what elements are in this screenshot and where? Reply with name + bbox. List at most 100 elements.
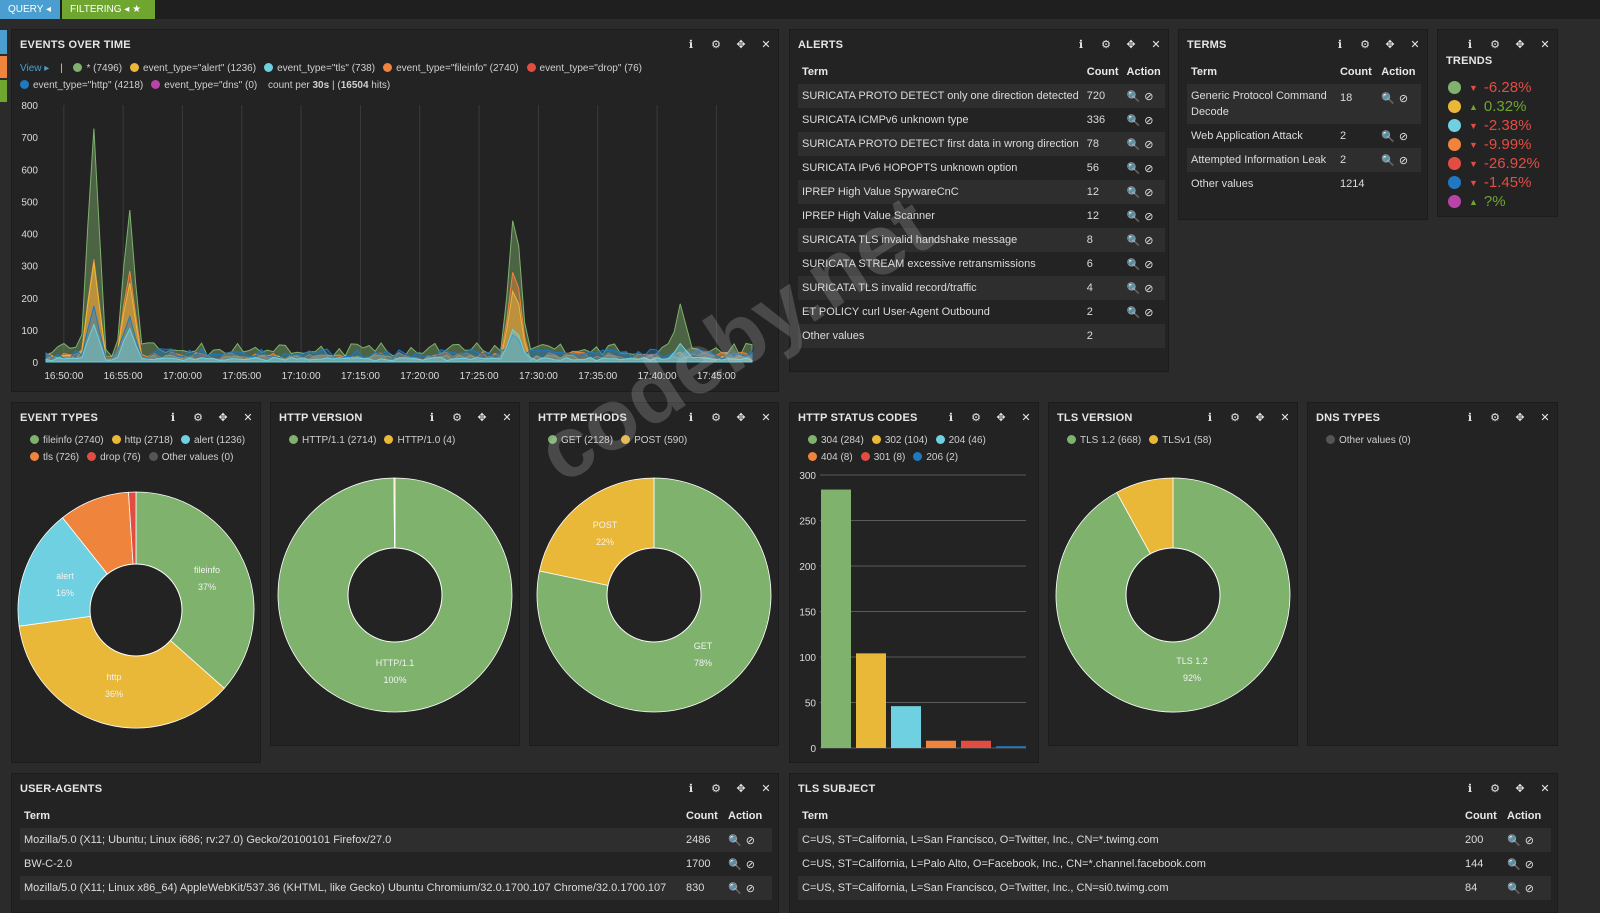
col-count[interactable]: Count — [686, 810, 718, 822]
gear-icon[interactable]: ⚙ — [1360, 39, 1370, 51]
search-icon[interactable]: 🔍 — [1381, 154, 1399, 167]
close-icon[interactable]: ✕ — [1540, 412, 1550, 424]
legend-item[interactable]: Other values (0) — [1326, 432, 1411, 449]
legend-item[interactable]: 404 (8) — [808, 449, 853, 466]
table-row[interactable]: Generic Protocol Command Decode 18 🔍⊘ — [1187, 84, 1421, 124]
legend-item[interactable]: TLS 1.2 (668) — [1067, 432, 1141, 449]
info-icon[interactable]: ℹ — [948, 412, 954, 424]
star-icon[interactable]: ★ — [132, 4, 142, 15]
gear-icon[interactable]: ⚙ — [452, 412, 462, 424]
search-icon[interactable]: 🔍 — [1126, 306, 1145, 319]
search-icon[interactable]: 🔍 — [1126, 114, 1145, 127]
table-row[interactable]: C=US, ST=California, L=San Francisco, O=… — [798, 876, 1551, 900]
legend-item[interactable]: http (2718) — [111, 432, 173, 449]
exclude-icon[interactable]: ⊘ — [1144, 258, 1158, 271]
bar[interactable] — [926, 740, 956, 748]
search-icon[interactable]: 🔍 — [1126, 210, 1145, 223]
close-icon[interactable]: ✕ — [1021, 412, 1031, 424]
close-icon[interactable]: ✕ — [1540, 783, 1550, 795]
legend-item[interactable]: TLSv1 (58) — [1149, 432, 1212, 449]
legend-item[interactable]: 304 (284) — [808, 432, 864, 449]
table-row[interactable]: SURICATA IPv6 HOPOPTS unknown option 56 🔍⊘ — [798, 156, 1165, 180]
info-icon[interactable]: ℹ — [688, 783, 694, 795]
table-row[interactable]: SURICATA ICMPv6 unknown type 336 🔍⊘ — [798, 108, 1165, 132]
gear-icon[interactable]: ⚙ — [193, 412, 203, 424]
legend-item[interactable]: * (7496) — [73, 60, 122, 77]
gear-icon[interactable]: ⚙ — [1490, 783, 1500, 795]
table-row[interactable]: SURICATA PROTO DETECT only one direction… — [798, 84, 1165, 108]
move-icon[interactable]: ✥ — [736, 412, 746, 424]
legend-item[interactable]: Other values (0) — [148, 449, 233, 466]
exclude-icon[interactable]: ⊘ — [745, 858, 759, 871]
gear-icon[interactable]: ⚙ — [1101, 39, 1111, 51]
legend-item[interactable]: drop (76) — [87, 449, 141, 466]
gear-icon[interactable]: ⚙ — [711, 412, 721, 424]
events-over-time-chart[interactable]: 0 100 200 300 400 500 600 700 800 16:50:00 16:55:0… — [12, 90, 778, 390]
http-methods-donut-chart[interactable]: POST 22% GET 78% — [530, 473, 778, 743]
col-term[interactable]: Term — [802, 810, 829, 822]
exclude-icon[interactable]: ⊘ — [1144, 114, 1158, 127]
exclude-icon[interactable]: ⊘ — [1144, 186, 1158, 199]
close-icon[interactable]: ✕ — [1410, 39, 1420, 51]
legend-item[interactable]: event_type="http" (4218) — [20, 77, 143, 94]
table-row[interactable]: SURICATA TLS invalid handshake message 8 🔍… — [798, 228, 1165, 252]
bar[interactable] — [856, 653, 886, 748]
search-icon[interactable]: 🔍 — [1126, 162, 1145, 175]
legend-item[interactable]: event_type="tls" (738) — [264, 60, 375, 77]
search-icon[interactable]: 🔍 — [1126, 234, 1145, 247]
legend-item[interactable]: event_type="fileinfo" (2740) — [383, 60, 519, 77]
search-icon[interactable]: 🔍 — [1126, 138, 1145, 151]
info-icon[interactable]: ℹ — [1467, 412, 1473, 424]
pie-slice[interactable] — [135, 491, 255, 689]
move-icon[interactable]: ✥ — [1515, 412, 1525, 424]
search-icon[interactable]: 🔍 — [1507, 858, 1525, 871]
close-icon[interactable]: ✕ — [761, 39, 771, 51]
exclude-icon[interactable]: ⊘ — [1398, 130, 1413, 143]
col-term[interactable]: Term — [802, 66, 829, 78]
exclude-icon[interactable]: ⊘ — [1524, 882, 1538, 895]
move-icon[interactable]: ✥ — [1515, 39, 1525, 51]
legend-item[interactable]: HTTP/1.1 (2714) — [289, 432, 376, 449]
close-icon[interactable]: ✕ — [761, 783, 771, 795]
search-icon[interactable]: 🔍 — [1381, 130, 1399, 143]
event-types-pie-chart[interactable]: fileinfo 37% http 36% alert 16% — [12, 473, 260, 753]
legend-item[interactable]: 302 (104) — [871, 432, 928, 449]
legend-item[interactable]: event_type="dns" (0) — [151, 77, 257, 94]
info-icon[interactable]: ℹ — [170, 412, 176, 424]
gear-icon[interactable]: ⚙ — [1230, 412, 1240, 424]
pie-slice[interactable] — [18, 609, 225, 729]
exclude-icon[interactable]: ⊘ — [745, 882, 759, 895]
table-row[interactable]: IPREP High Value SpywareCnC 12 🔍⊘ — [798, 180, 1165, 204]
table-row[interactable]: BW-C-2.0 1700 🔍⊘ — [20, 852, 772, 876]
exclude-icon[interactable]: ⊘ — [1144, 90, 1158, 103]
col-count[interactable]: Count — [1339, 66, 1372, 78]
col-count[interactable]: Count — [1465, 810, 1497, 822]
exclude-icon[interactable]: ⊘ — [1144, 234, 1158, 247]
exclude-icon[interactable]: ⊘ — [1144, 210, 1158, 223]
pie-slice[interactable] — [393, 477, 396, 596]
exclude-icon[interactable]: ⊘ — [1524, 858, 1538, 871]
table-row[interactable]: Mozilla/5.0 (X11; Ubuntu; Linux i686; rv… — [20, 828, 772, 852]
search-icon[interactable]: 🔍 — [1126, 258, 1145, 271]
legend-item[interactable]: alert (1236) — [180, 432, 245, 449]
http-version-donut-chart[interactable]: HTTP/1.1 100% — [271, 473, 519, 743]
table-row[interactable]: Attempted Information Leak 2 🔍⊘ — [1187, 148, 1421, 172]
exclude-icon[interactable]: ⊘ — [745, 834, 759, 847]
move-icon[interactable]: ✥ — [218, 412, 228, 424]
exclude-icon[interactable]: ⊘ — [1144, 138, 1158, 151]
search-icon[interactable]: 🔍 — [728, 834, 746, 847]
bar[interactable] — [996, 746, 1026, 748]
exclude-icon[interactable]: ⊘ — [1144, 306, 1158, 319]
bar[interactable] — [961, 740, 991, 748]
bar[interactable] — [891, 706, 921, 748]
view-link[interactable]: View ▸ — [20, 63, 50, 74]
exclude-icon[interactable]: ⊘ — [1398, 154, 1413, 167]
search-icon[interactable]: 🔍 — [1126, 186, 1145, 199]
query-tab[interactable]: QUERY ◂ — [0, 0, 60, 19]
filtering-tab[interactable]: FILTERING ◂ ★ — [62, 0, 155, 19]
search-icon[interactable]: 🔍 — [1507, 882, 1525, 895]
exclude-icon[interactable]: ⊘ — [1524, 834, 1538, 847]
legend-item[interactable]: 204 (46) — [935, 432, 986, 449]
legend-item[interactable]: POST (590) — [621, 432, 687, 449]
info-icon[interactable]: ℹ — [1467, 39, 1473, 51]
